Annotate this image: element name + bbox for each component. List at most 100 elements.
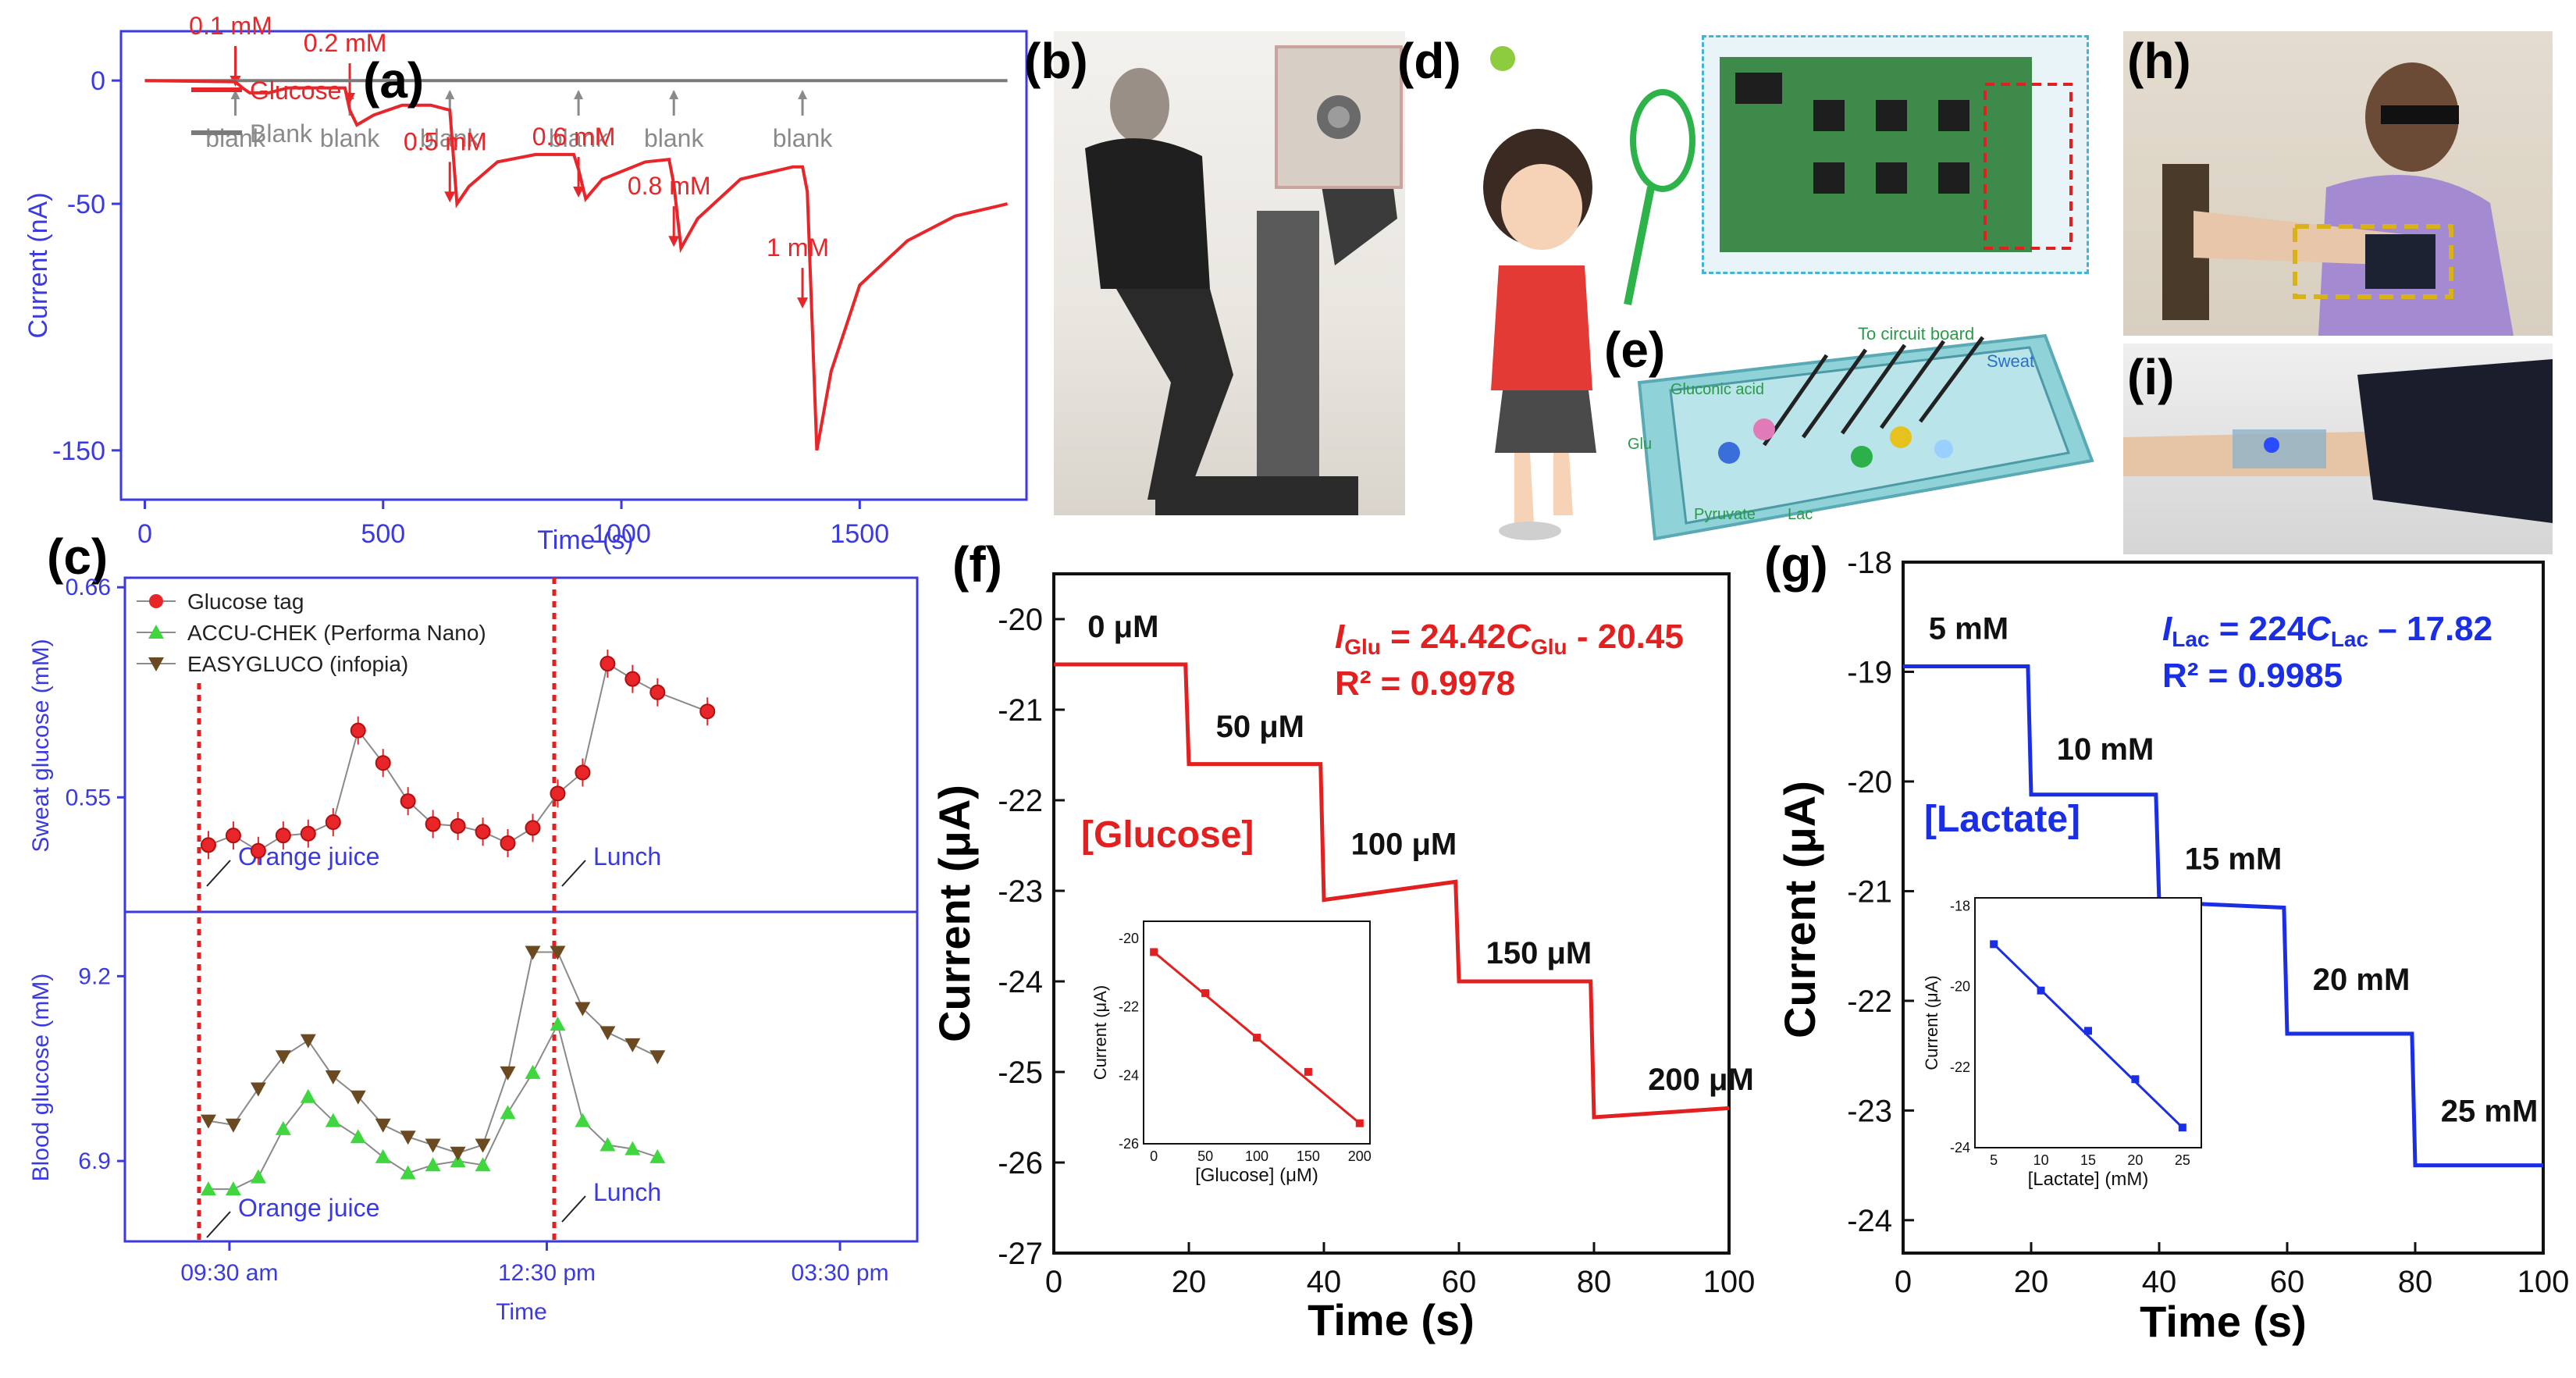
panel-c-easygluco-point <box>450 1146 466 1161</box>
panel-g-inset-fit <box>1993 943 2183 1129</box>
panel-c-top-ytick-label: 0.55 <box>66 785 111 810</box>
panel-f-step-label: 150 μM <box>1486 936 1592 970</box>
panel-c-accuchek-point <box>475 1157 491 1172</box>
panel-a-blank-label: blank <box>773 124 834 152</box>
panel-a-annotation-label: 0.5 mM <box>404 127 487 155</box>
panel-e-glu: Glu <box>1628 436 1652 453</box>
panel-g-ylabel: Current (μA) <box>1775 781 1824 1038</box>
panel-f-inset-ytick-label: -20 <box>1119 931 1139 946</box>
panel-f-inset-point <box>1304 1067 1312 1076</box>
panel-e-pyruvate: Pyruvate <box>1694 506 1756 523</box>
panel-c-easygluco-point <box>400 1131 416 1145</box>
panel-g-inset-xtick-label: 10 <box>2033 1152 2049 1168</box>
panel-g-xtick-label: 60 <box>2270 1265 2305 1299</box>
panel-a-ytick-label: -50 <box>67 190 105 219</box>
panel-g-xtick-label: 40 <box>2142 1265 2177 1299</box>
panel-g-inset-ytick-label: -24 <box>1950 1140 1970 1155</box>
panel-f-xtick-label: 20 <box>1172 1265 1207 1299</box>
panel-c-glucose-tag-point <box>325 814 341 831</box>
panel-a-blank-arrowhead <box>230 90 240 100</box>
panel-c-easygluco-point <box>300 1034 316 1049</box>
panel-c-bottom-ytick-label: 6.9 <box>78 1148 111 1174</box>
panel-c-easygluco-point <box>624 1038 641 1052</box>
panel-g-inset-point <box>2084 1027 2092 1035</box>
panel-c-glucose-tag-point <box>500 835 516 851</box>
panel-a-blank-label: blank <box>644 124 705 152</box>
panel-c-accuchek-point <box>425 1157 441 1172</box>
panel-c-accuchek-point <box>649 1148 666 1163</box>
panel-g-frame <box>1902 561 2545 1255</box>
panel-c-glucose-tag-point <box>649 684 666 700</box>
panel-c-easygluco-point <box>375 1118 391 1133</box>
panel-c-glucose-tag-point <box>200 837 216 853</box>
panel-a-ylabel: Current (nA) <box>23 192 53 338</box>
panel-label-i: (i) <box>2127 349 2174 405</box>
panel-c-legend-easygluco: EASYGLUCO (infopia) <box>187 652 408 676</box>
panel-c-glucose-tag-point <box>550 785 566 802</box>
panel-c-event-arrow <box>561 1195 586 1223</box>
panel-f-step-label: 200 μM <box>1648 1063 1754 1097</box>
panel-g-inset-point <box>2037 986 2045 995</box>
panel-a-xtick-label: 500 <box>361 519 405 549</box>
panel-a-annotation-label: 0.1 mM <box>189 12 272 40</box>
panel-c-accuchek-point <box>275 1120 291 1135</box>
panel-c-glucose-tag-point <box>525 820 541 836</box>
panel-c-easygluco-point <box>200 1114 216 1129</box>
panel-a-ytick-label: -150 <box>52 436 105 466</box>
panel-a-blank-arrowhead <box>798 90 808 100</box>
panel-c-xtick-label: 12:30 pm <box>498 1260 596 1286</box>
panel-a-xtick-label: 1000 <box>592 519 651 549</box>
panel-e-trace-4 <box>1879 340 1946 429</box>
panel-f-ytick-label: -24 <box>998 965 1043 999</box>
panel-g-inset-ytick-label: -18 <box>1950 898 1970 913</box>
panel-c-accuchek-point <box>325 1113 341 1127</box>
panel-c-glucose-tag-point <box>225 828 241 844</box>
panel-c-easygluco-point <box>425 1138 441 1153</box>
panel-c-glucose-tag-point <box>250 842 266 859</box>
panel-c-easygluco-point <box>500 1066 516 1081</box>
panel-c-easygluco-point <box>600 1026 616 1041</box>
panel-f-xtick-label: 0 <box>1045 1265 1062 1299</box>
panel-f-inset-point <box>1201 989 1210 998</box>
panel-e-gluconic: Gluconic acid <box>1670 381 1764 398</box>
panel-a-annotation-label: 1 mM <box>767 233 829 262</box>
panel-c-accuchek-point <box>500 1105 516 1120</box>
panel-c-glucose-tag-point <box>350 722 366 739</box>
panel-a-xlabel: Time (s) <box>537 525 633 555</box>
panel-e-electrode-1 <box>1718 442 1740 464</box>
panel-f-ytick-label: -20 <box>998 603 1043 637</box>
panel-f-inset-ylabel: Current (μA) <box>1091 985 1110 1080</box>
panel-g-inset-xtick-label: 15 <box>2080 1152 2096 1168</box>
photo-d-circuit-board <box>1702 35 2089 274</box>
panel-g-step-label: 20 mM <box>2313 963 2411 997</box>
panel-g-ytick-label: -23 <box>1847 1094 1892 1128</box>
panel-c-glucose-tag-point <box>575 764 591 781</box>
panel-f-inset-ytick-label: -26 <box>1119 1136 1139 1152</box>
panel-g-step-label: 5 mM <box>1929 611 2008 646</box>
panel-e-trace-2 <box>1801 348 1868 439</box>
panel-f-xlabel: Time (s) <box>1308 1295 1475 1344</box>
panel-f-ytick-label: -26 <box>998 1146 1043 1180</box>
panel-a: -150 -50 0 0 500 1000 1500 Current (nA) Time … <box>23 12 1028 555</box>
panel-c-easygluco-point <box>275 1050 291 1065</box>
panel-g-ytick-label: -19 <box>1847 655 1892 689</box>
panel-c-event-label: Orange juice <box>238 1194 379 1222</box>
panel-g-step-label: 25 mM <box>2441 1094 2539 1128</box>
panel-a-blank-arrowhead <box>445 90 455 100</box>
panel-g-xlabel: Time (s) <box>2140 1297 2307 1346</box>
panel-f-xtick-label: 60 <box>1442 1265 1477 1299</box>
panel-f-inset-xtick-label: 0 <box>1150 1148 1158 1164</box>
panel-g-xtick-label: 20 <box>2014 1265 2049 1299</box>
photo-h-arm-band <box>2123 31 2553 336</box>
panel-f-r2: R² = 0.9978 <box>1335 664 1515 703</box>
panel-c-bottom-ytick-label: 9.2 <box>78 963 111 989</box>
panel-c-easygluco-point <box>325 1070 341 1084</box>
panel-f-ytick-label: -27 <box>998 1237 1043 1271</box>
panel-a-xtick-label: 0 <box>137 519 152 549</box>
panel-c-event-arrow <box>206 860 231 887</box>
panel-a-legend-blank: Blank <box>250 119 313 148</box>
panel-g-xtick-label: 100 <box>2517 1265 2570 1299</box>
panel-c: (c) Sweat glucose (mM) Blood glucose (mM… <box>28 529 919 1325</box>
panel-c-xtick-label: 03:30 pm <box>792 1260 889 1286</box>
panel-g-inset-point <box>2131 1075 2140 1084</box>
